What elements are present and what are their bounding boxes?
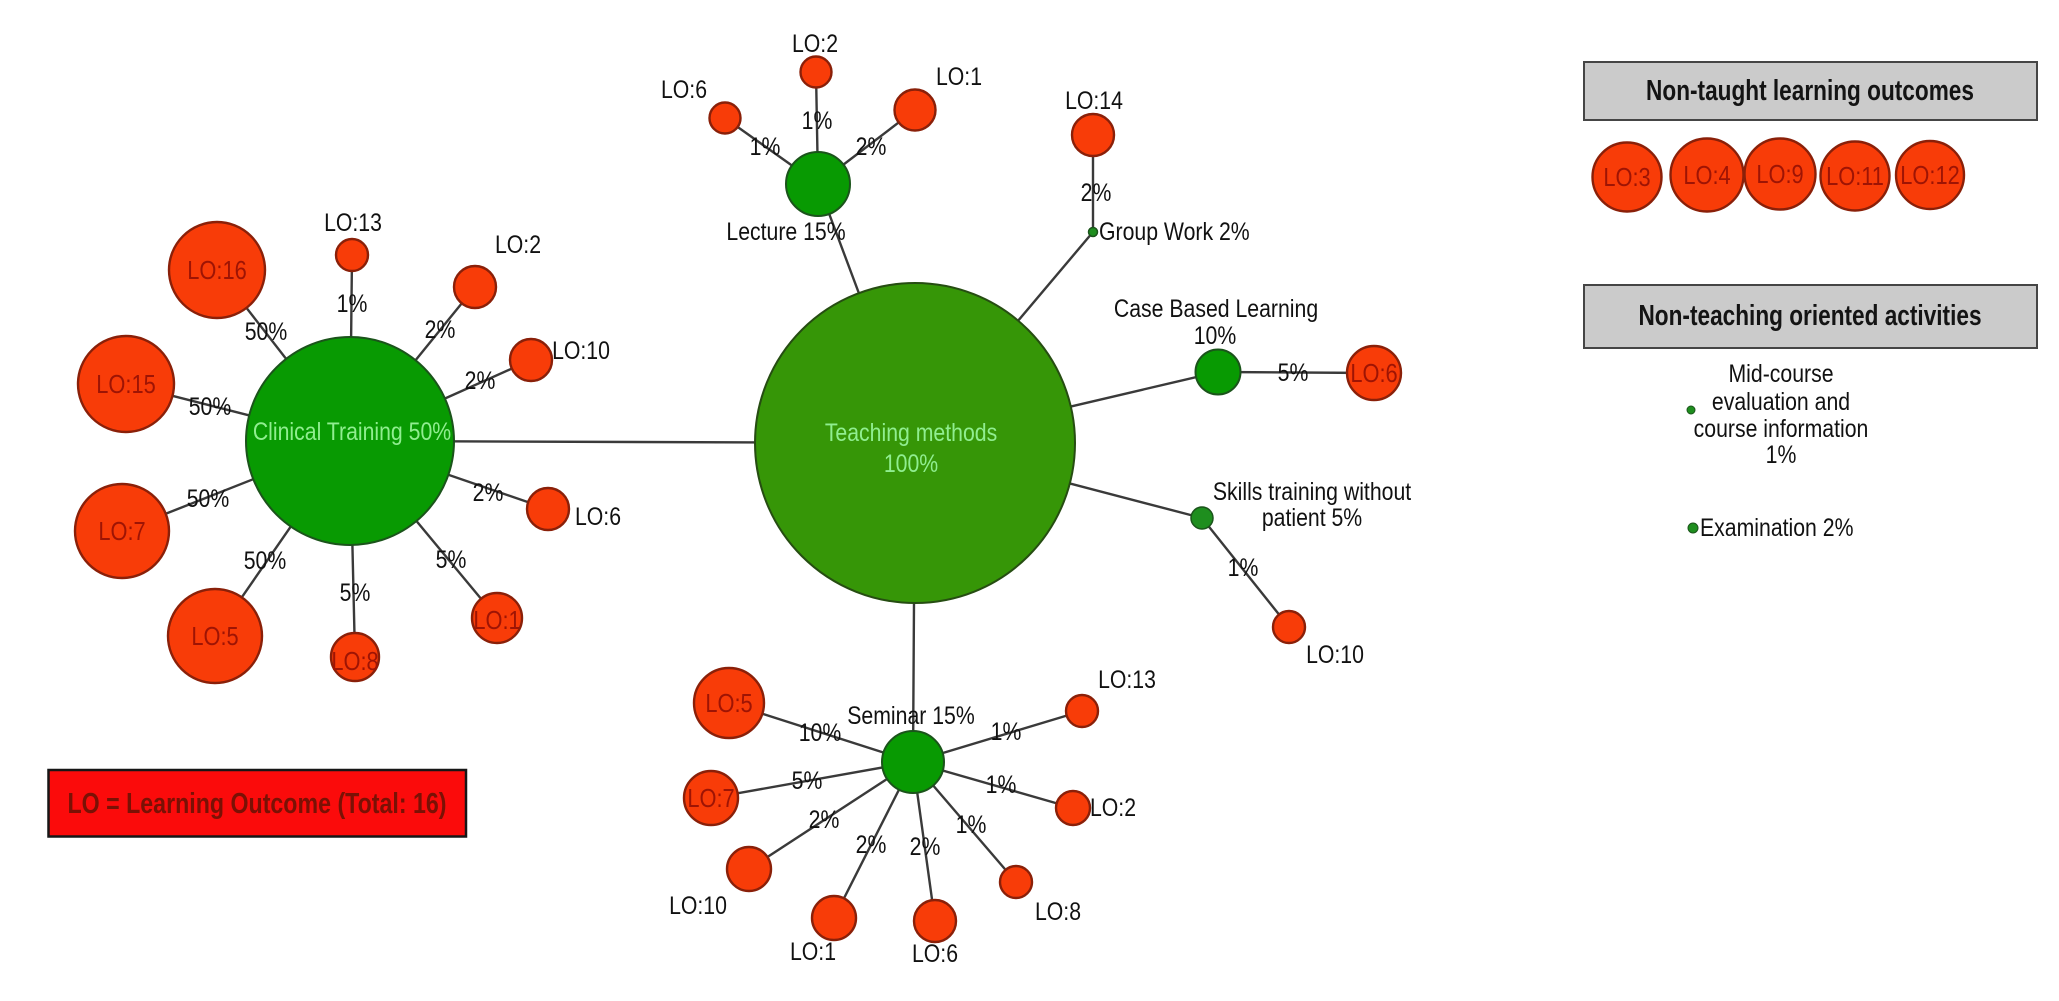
- svg-text:LO:10: LO:10: [552, 336, 610, 364]
- svg-text:LO:8: LO:8: [1035, 897, 1081, 925]
- svg-text:LO:16: LO:16: [187, 256, 246, 285]
- svg-text:Skills training without: Skills training without: [1213, 477, 1412, 505]
- svg-text:LO:11: LO:11: [1826, 162, 1884, 191]
- svg-text:2%: 2%: [465, 366, 496, 394]
- svg-text:1%: 1%: [1228, 553, 1259, 581]
- svg-text:10%: 10%: [1194, 321, 1237, 349]
- svg-text:LO:1: LO:1: [936, 62, 982, 90]
- svg-text:50%: 50%: [244, 546, 287, 574]
- svg-text:LO:1: LO:1: [790, 937, 836, 965]
- svg-text:5%: 5%: [436, 545, 467, 573]
- svg-text:LO:10: LO:10: [669, 891, 727, 919]
- svg-text:1%: 1%: [337, 289, 368, 317]
- svg-text:LO:3: LO:3: [1603, 163, 1650, 192]
- svg-text:LO = Learning Outcome (Total:: LO = Learning Outcome (Total: 16): [67, 786, 446, 819]
- svg-text:LO:13: LO:13: [1098, 665, 1156, 693]
- svg-text:LO:1: LO:1: [473, 606, 520, 635]
- svg-text:Mid-course: Mid-course: [1728, 359, 1833, 387]
- svg-text:course information: course information: [1694, 414, 1869, 442]
- svg-text:LO:13: LO:13: [324, 208, 382, 236]
- svg-text:LO:6: LO:6: [575, 502, 621, 530]
- svg-text:Lecture 15%: Lecture 15%: [726, 217, 845, 245]
- svg-text:LO:9: LO:9: [1756, 160, 1803, 189]
- svg-text:LO:14: LO:14: [1065, 86, 1123, 114]
- svg-text:LO:2: LO:2: [1090, 793, 1136, 821]
- svg-text:1%: 1%: [802, 106, 833, 134]
- svg-text:50%: 50%: [189, 392, 232, 420]
- svg-text:1%: 1%: [750, 132, 781, 160]
- svg-text:LO:6: LO:6: [1350, 359, 1397, 388]
- svg-text:1%: 1%: [1766, 440, 1797, 468]
- svg-text:50%: 50%: [245, 317, 288, 345]
- svg-text:LO:2: LO:2: [792, 29, 838, 57]
- svg-text:Seminar 15%: Seminar 15%: [847, 701, 974, 729]
- svg-text:2%: 2%: [910, 832, 941, 860]
- svg-text:5%: 5%: [1278, 358, 1309, 386]
- svg-text:2%: 2%: [809, 805, 840, 833]
- svg-text:LO:7: LO:7: [687, 784, 734, 813]
- svg-text:LO:8: LO:8: [331, 647, 378, 676]
- svg-text:LO:10: LO:10: [1306, 640, 1364, 668]
- svg-text:LO:12: LO:12: [1900, 161, 1959, 190]
- svg-text:patient 5%: patient 5%: [1262, 503, 1362, 531]
- svg-text:100%: 100%: [884, 449, 938, 477]
- svg-text:evaluation and: evaluation and: [1712, 387, 1850, 415]
- svg-text:Case Based Learning: Case Based Learning: [1114, 294, 1318, 322]
- svg-text:1%: 1%: [991, 717, 1022, 745]
- svg-text:LO:6: LO:6: [661, 75, 707, 103]
- svg-text:LO:6: LO:6: [912, 939, 958, 967]
- svg-text:LO:5: LO:5: [191, 622, 238, 651]
- svg-text:50%: 50%: [187, 484, 230, 512]
- svg-text:1%: 1%: [956, 810, 987, 838]
- svg-text:2%: 2%: [425, 315, 456, 343]
- svg-text:5%: 5%: [792, 766, 823, 794]
- svg-text:5%: 5%: [340, 578, 371, 606]
- svg-text:LO:2: LO:2: [495, 230, 541, 258]
- svg-text:LO:4: LO:4: [1683, 161, 1730, 190]
- svg-text:Clinical Training 50%: Clinical Training 50%: [253, 417, 451, 445]
- svg-text:Non-teaching oriented activiti: Non-teaching oriented activities: [1638, 298, 1981, 331]
- svg-text:1%: 1%: [986, 770, 1017, 798]
- svg-text:LO:15: LO:15: [96, 370, 155, 399]
- svg-text:2%: 2%: [473, 478, 504, 506]
- svg-text:10%: 10%: [799, 718, 842, 746]
- svg-text:2%: 2%: [856, 132, 887, 160]
- svg-text:Group Work 2%: Group Work 2%: [1099, 217, 1250, 245]
- svg-text:Teaching methods: Teaching methods: [825, 418, 997, 446]
- svg-text:LO:5: LO:5: [705, 689, 752, 718]
- svg-text:Non-taught learning outcomes: Non-taught learning outcomes: [1646, 73, 1974, 106]
- svg-text:LO:7: LO:7: [98, 517, 145, 546]
- svg-text:2%: 2%: [856, 830, 887, 858]
- svg-text:Examination 2%: Examination 2%: [1700, 513, 1853, 541]
- svg-text:2%: 2%: [1081, 178, 1112, 206]
